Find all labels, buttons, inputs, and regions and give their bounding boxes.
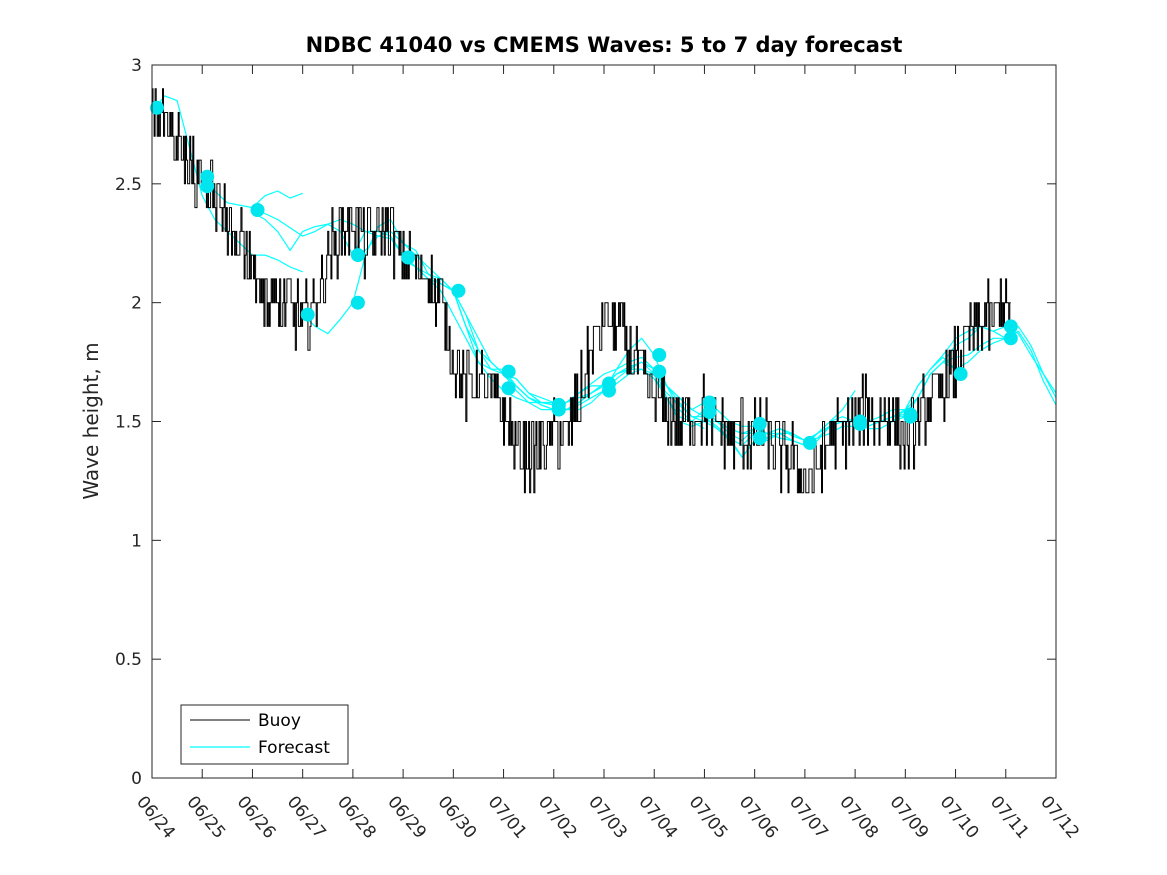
- y-axis-label: Wave height, m: [79, 342, 103, 499]
- legend: Buoy Forecast: [180, 704, 349, 765]
- forecast-marker: [652, 348, 667, 362]
- forecast-marker: [501, 364, 516, 379]
- y-tick-label: 1.5: [115, 413, 142, 433]
- forecast-marker: [1003, 331, 1018, 346]
- y-tick-label: 0.5: [115, 650, 142, 670]
- forecast-marker: [652, 364, 667, 379]
- y-tick-label: 2: [131, 294, 142, 314]
- y-tick-label: 2.5: [115, 175, 142, 195]
- forecast-marker: [350, 295, 365, 310]
- forecast-marker: [702, 405, 717, 419]
- forecast-marker: [200, 179, 215, 194]
- forecast-marker: [853, 416, 868, 431]
- forecast-marker: [300, 307, 315, 322]
- marker-layer: [150, 100, 1018, 450]
- legend-label-forecast: Forecast: [258, 738, 330, 758]
- forecast-line-3: [251, 190, 303, 209]
- forecast-marker: [602, 383, 616, 398]
- forecast-marker: [451, 283, 466, 298]
- buoy-line: [152, 88, 1011, 494]
- forecast-marker: [250, 203, 265, 217]
- forecast-marker: [551, 402, 566, 417]
- forecast-marker: [953, 367, 968, 381]
- chart-title: NDBC 41040 vs CMEMS Waves: 5 to 7 day fo…: [306, 33, 903, 57]
- forecast-marker: [150, 100, 164, 115]
- legend-box: [180, 704, 349, 765]
- forecast-marker: [501, 381, 516, 396]
- forecast-marker: [752, 416, 767, 431]
- forecast-line-5: [302, 218, 655, 411]
- forecast-marker: [903, 409, 918, 424]
- y-tick-label: 1: [131, 531, 142, 551]
- forecast-marker: [401, 250, 416, 265]
- forecast-marker: [752, 431, 767, 446]
- forecast-marker: [802, 435, 817, 450]
- y-tick-label: 0: [131, 769, 142, 789]
- forecast-marker: [350, 248, 365, 263]
- y-tick-label: 3: [131, 56, 142, 76]
- legend-label-buoy: Buoy: [258, 711, 301, 731]
- forecast-marker: [1003, 319, 1018, 334]
